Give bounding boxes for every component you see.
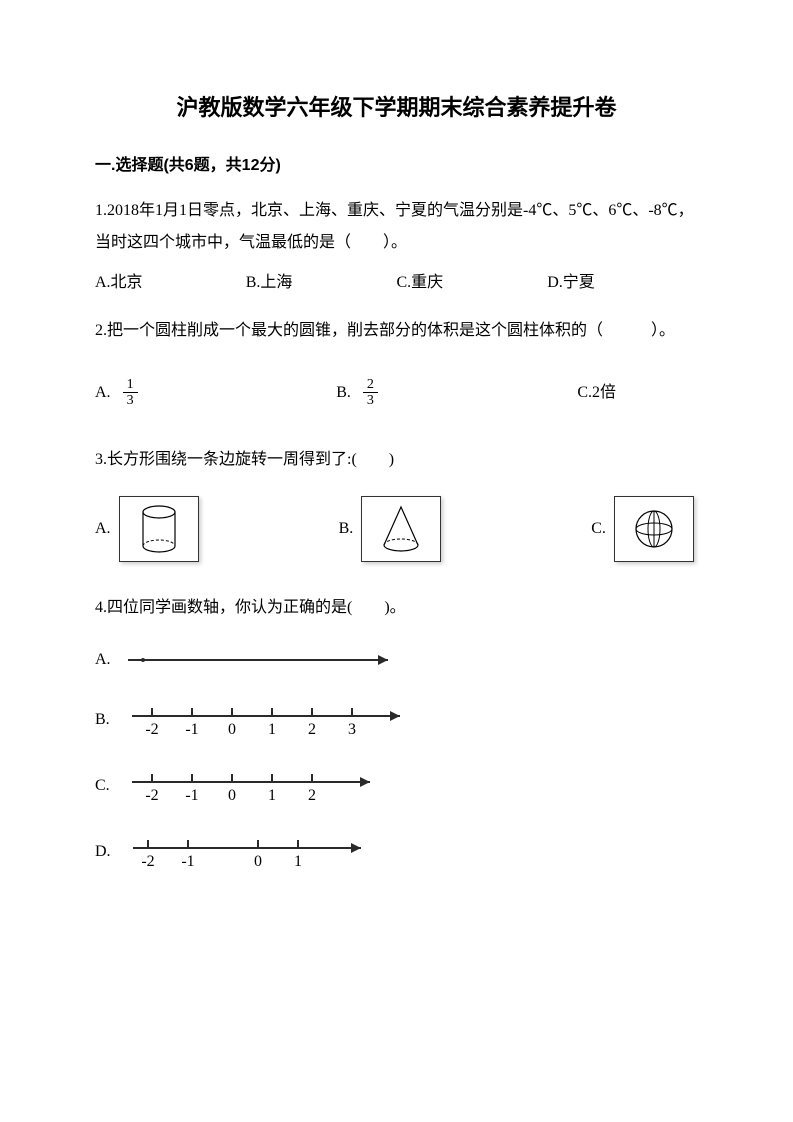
q4-text: 4.四位同学画数轴，你认为正确的是( )。 [95, 592, 698, 624]
section-header: 一.选择题(共6题，共12分) [95, 153, 698, 179]
q3-label-a: A. [95, 513, 111, 545]
q3-options: A. B. C. [95, 496, 698, 562]
fraction-icon: 1 3 [123, 377, 138, 409]
q3-label-b: B. [339, 513, 354, 545]
svg-text:0: 0 [228, 721, 236, 738]
svg-text:2: 2 [308, 787, 316, 804]
q2-opt-b: B. 2 3 [336, 377, 577, 409]
numberline-b-icon: -2 -1 0 1 2 3 [122, 698, 412, 742]
q3-opt-c: C. [591, 496, 694, 562]
frac-num: 2 [363, 377, 378, 393]
q2-label-b: B. [336, 377, 351, 409]
q2-opt-c: C.2倍 [577, 377, 698, 409]
q4-opt-b: B. -2 -1 0 1 2 3 [95, 698, 698, 742]
sphere-icon [614, 496, 694, 562]
svg-text:0: 0 [254, 853, 262, 870]
q1-opt-a: A.北京 [95, 267, 246, 299]
svg-text:-2: -2 [141, 853, 154, 870]
q4-label-a: A. [95, 644, 111, 676]
cone-icon [361, 496, 441, 562]
q4-label-d: D. [95, 836, 111, 868]
q3-opt-a: A. [95, 496, 199, 562]
question-1: 1.2018年1月1日零点，北京、上海、重庆、宁夏的气温分别是-4℃、5℃、6℃… [95, 195, 698, 299]
q4-label-c: C. [95, 770, 110, 802]
svg-text:-1: -1 [185, 787, 198, 804]
cylinder-icon [119, 496, 199, 562]
numberline-a-icon [123, 645, 403, 675]
fraction-icon: 2 3 [363, 377, 378, 409]
svg-text:2: 2 [308, 721, 316, 738]
svg-text:0: 0 [228, 787, 236, 804]
q4-opt-c: C. -2 -1 0 1 2 [95, 764, 698, 808]
numberline-c-icon: -2 -1 0 1 2 [122, 764, 382, 808]
q4-opt-a: A. [95, 644, 698, 676]
svg-text:1: 1 [294, 853, 302, 870]
question-4: 4.四位同学画数轴，你认为正确的是( )。 A. B. -2 -1 0 1 2 3 C. [95, 592, 698, 874]
frac-num: 1 [123, 377, 138, 393]
numberline-d-icon: -2 -1 0 1 [123, 830, 373, 874]
q1-options: A.北京 B.上海 C.重庆 D.宁夏 [95, 267, 698, 299]
question-3: 3.长方形围绕一条边旋转一周得到了:( ) A. B. [95, 444, 698, 562]
q2-label-a: A. [95, 377, 111, 409]
svg-text:-1: -1 [181, 853, 194, 870]
q4-label-b: B. [95, 704, 110, 736]
q2-opt-a: A. 1 3 [95, 377, 336, 409]
q1-opt-b: B.上海 [246, 267, 397, 299]
svg-text:3: 3 [348, 721, 356, 738]
q1-text: 1.2018年1月1日零点，北京、上海、重庆、宁夏的气温分别是-4℃、5℃、6℃… [95, 195, 698, 259]
svg-text:1: 1 [268, 787, 276, 804]
q2-options: A. 1 3 B. 2 3 C.2倍 [95, 377, 698, 409]
question-2: 2.把一个圆柱削成一个最大的圆锥，削去部分的体积是这个圆柱体积的（ ）。 A. … [95, 315, 698, 409]
q3-label-c: C. [591, 513, 606, 545]
page-title: 沪教版数学六年级下学期期末综合素养提升卷 [95, 90, 698, 125]
frac-den: 3 [363, 393, 378, 408]
q4-opt-d: D. -2 -1 0 1 [95, 830, 698, 874]
frac-den: 3 [123, 393, 138, 408]
svg-text:-2: -2 [145, 787, 158, 804]
q2-label-c: C.2倍 [577, 377, 616, 409]
q2-text: 2.把一个圆柱削成一个最大的圆锥，削去部分的体积是这个圆柱体积的（ ）。 [95, 315, 698, 347]
q3-opt-b: B. [339, 496, 442, 562]
svg-text:1: 1 [268, 721, 276, 738]
q1-opt-d: D.宁夏 [547, 267, 698, 299]
svg-text:-2: -2 [145, 721, 158, 738]
q3-text: 3.长方形围绕一条边旋转一周得到了:( ) [95, 444, 698, 476]
q1-opt-c: C.重庆 [397, 267, 548, 299]
q4-options: A. B. -2 -1 0 1 2 3 C. -2 -1 0 1 2 D. [95, 644, 698, 874]
svg-text:-1: -1 [185, 721, 198, 738]
